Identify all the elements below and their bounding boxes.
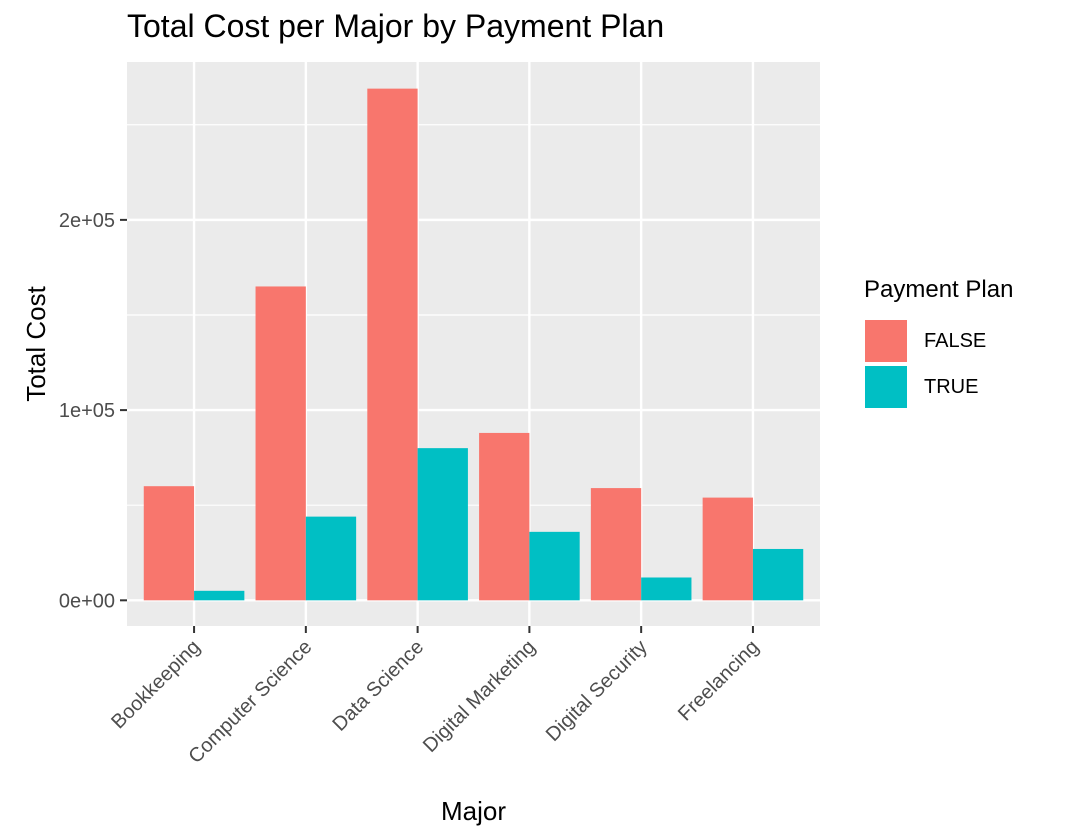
bar-false — [143, 486, 195, 601]
bar-false — [367, 88, 418, 601]
bar-false — [702, 497, 753, 601]
x-tick-label: Data Science — [328, 636, 428, 736]
bar-true — [417, 448, 468, 601]
legend-label-false: FALSE — [924, 329, 987, 352]
bar-true — [752, 548, 804, 601]
x-tick-label: Digital Security — [542, 636, 652, 746]
x-tick-label: Bookkeeping — [107, 636, 204, 733]
bar-false — [255, 286, 306, 601]
x-tick-label: Digital Marketing — [419, 636, 540, 757]
y-tick-label: 1e+05 — [59, 400, 115, 422]
legend: Payment Plan FALSE TRUE — [864, 276, 1013, 410]
bar-true — [305, 516, 357, 601]
x-axis-title: Major — [441, 796, 506, 826]
y-tick-label: 2e+05 — [59, 210, 115, 232]
x-tick-label: Freelancing — [674, 636, 763, 725]
bar-true — [194, 590, 245, 601]
bar-false — [590, 488, 642, 601]
bar-false — [479, 432, 530, 601]
bar-true — [641, 577, 692, 601]
legend-label-true: TRUE — [924, 375, 979, 398]
y-axis-title: Total Cost — [21, 285, 51, 401]
legend-title: Payment Plan — [864, 276, 1014, 303]
legend-item-true: TRUE — [864, 364, 1013, 410]
legend-swatch-true — [864, 365, 908, 409]
chart-title: Total Cost per Major by Payment Plan — [127, 8, 665, 44]
legend-item-false: FALSE — [864, 318, 1013, 364]
y-tick-label: 0e+00 — [59, 590, 115, 612]
x-tick-label: Computer Science — [184, 636, 316, 768]
legend-swatch-false — [864, 319, 908, 363]
bar-true — [529, 531, 580, 601]
